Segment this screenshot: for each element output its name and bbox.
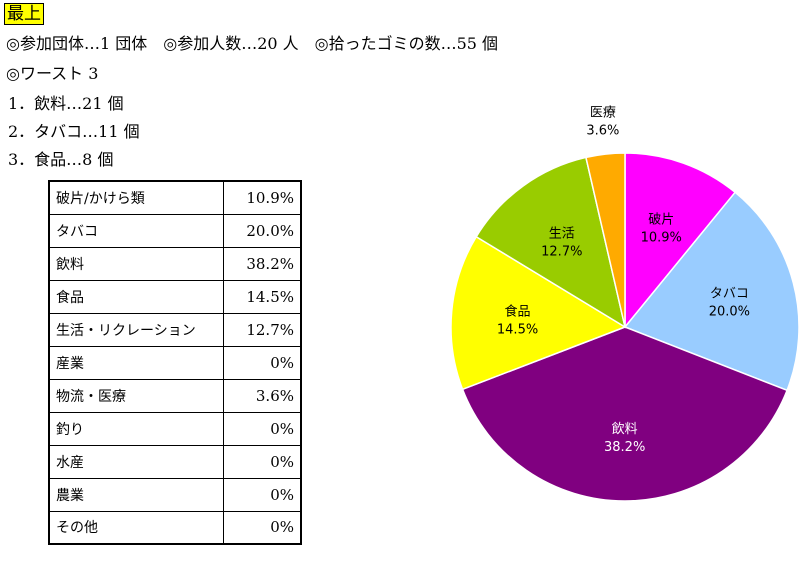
table-row: 水産 0% bbox=[48, 444, 302, 479]
pie-slice bbox=[624, 152, 737, 330]
table-category-cell: その他 bbox=[48, 510, 224, 545]
table-row: 産業 0% bbox=[48, 345, 302, 380]
table-value-cell: 10.9% bbox=[222, 180, 302, 215]
table-value-cell: 0% bbox=[222, 510, 302, 545]
slice-category-label: 医療 bbox=[590, 105, 616, 120]
pie-slice bbox=[450, 235, 627, 391]
worst-item-1: 1．飲料…21 個 bbox=[8, 94, 124, 113]
slice-value-label: 3.6% bbox=[586, 123, 619, 138]
table-row: 生活・リクレーション 12.7% bbox=[48, 312, 302, 347]
table-value-cell: 38.2% bbox=[222, 246, 302, 281]
slice-value-label: 38.2% bbox=[604, 440, 645, 455]
table-row: 破片/かけら類 10.9% bbox=[48, 180, 302, 215]
slice-category-label: 飲料 bbox=[612, 421, 638, 437]
slice-value-label: 20.0% bbox=[709, 305, 750, 320]
table-category-cell: 飲料 bbox=[48, 246, 224, 281]
worst-item-2: 2．タバコ…11 個 bbox=[8, 122, 140, 141]
slice-category-label: タバコ bbox=[710, 287, 749, 302]
table-value-cell: 20.0% bbox=[222, 213, 302, 248]
slice-value-label: 14.5% bbox=[497, 322, 538, 337]
table-category-cell: 水産 bbox=[48, 444, 224, 479]
table-row: タバコ 20.0% bbox=[48, 213, 302, 248]
slice-category-label: 食品 bbox=[505, 303, 531, 319]
slice-value-label: 12.7% bbox=[541, 245, 582, 260]
worst-title: ◎ワースト 3 bbox=[6, 64, 99, 83]
table-category-cell: 釣り bbox=[48, 411, 224, 446]
table-row: 飲料 38.2% bbox=[48, 246, 302, 281]
pie-slice bbox=[585, 152, 626, 328]
table-row: 農業 0% bbox=[48, 477, 302, 512]
pie-slice bbox=[623, 191, 800, 392]
table-category-cell: 産業 bbox=[48, 345, 224, 380]
table-value-cell: 14.5% bbox=[222, 279, 302, 314]
table-value-cell: 0% bbox=[222, 411, 302, 446]
pie-slice bbox=[461, 326, 789, 502]
slice-category-label: 生活 bbox=[549, 227, 575, 242]
category-table: 破片/かけら類 10.9% タバコ 20.0% 飲料 38.2% 食品 14.5% 生活・リクレ… bbox=[48, 180, 302, 545]
summary-line: ◎参加団体…1 団体 ◎参加人数…20 人 ◎拾ったゴミの数…55 個 bbox=[6, 34, 499, 53]
table-category-cell: タバコ bbox=[48, 213, 224, 248]
pie-chart: 破片 10.9% タバコ 20.0% 飲料 38.2% 食品 14.5% 生活 12.7% 医療 3.… bbox=[450, 105, 800, 502]
slice-value-label: 10.9% bbox=[641, 230, 682, 245]
table-value-cell: 0% bbox=[222, 345, 302, 380]
table-category-cell: 生活・リクレーション bbox=[48, 312, 224, 347]
pie-slice bbox=[475, 156, 627, 329]
table-row: 食品 14.5% bbox=[48, 279, 302, 314]
table-category-cell: 破片/かけら類 bbox=[48, 180, 224, 215]
slice-category-label: 破片 bbox=[648, 212, 674, 227]
table-value-cell: 0% bbox=[222, 444, 302, 479]
table-value-cell: 3.6% bbox=[222, 378, 302, 413]
table-row: その他 0% bbox=[48, 510, 302, 545]
table-row: 釣り 0% bbox=[48, 411, 302, 446]
worst-item-3: 3．食品…8 個 bbox=[8, 150, 114, 169]
table-category-cell: 食品 bbox=[48, 279, 224, 314]
table-category-cell: 物流・医療 bbox=[48, 378, 224, 413]
table-value-cell: 0% bbox=[222, 477, 302, 512]
location-badge: 最上 bbox=[4, 3, 44, 25]
table-row: 物流・医療 3.6% bbox=[48, 378, 302, 413]
table-category-cell: 農業 bbox=[48, 477, 224, 512]
table-value-cell: 12.7% bbox=[222, 312, 302, 347]
